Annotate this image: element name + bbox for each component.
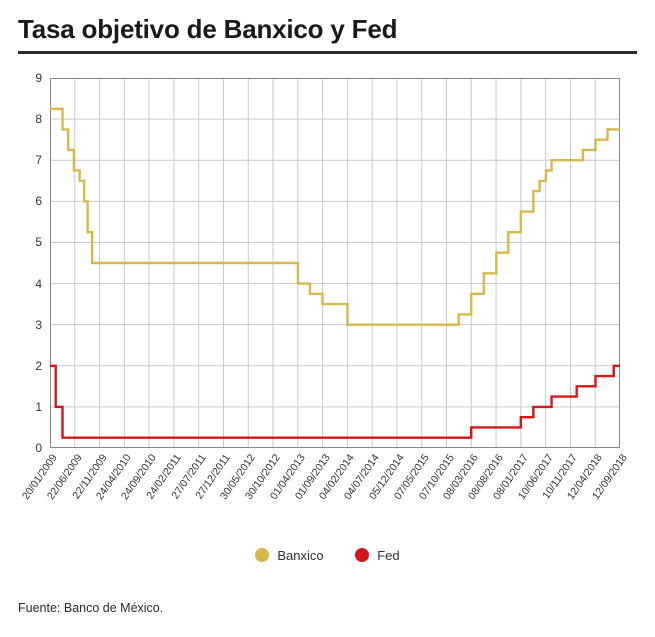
y-tick-label: 0 <box>35 441 42 455</box>
y-tick-label: 4 <box>35 277 42 291</box>
x-axis: 20/01/200922/06/200922/11/200924/04/2010… <box>50 452 620 512</box>
y-tick-label: 8 <box>35 112 42 126</box>
chart-plot <box>50 78 620 448</box>
y-tick-label: 1 <box>35 400 42 414</box>
legend: Banxico Fed <box>0 548 655 566</box>
legend-label-banxico: Banxico <box>277 548 323 563</box>
y-axis: 0123456789 <box>18 78 46 448</box>
chart-area: 0 1 2 3 4 5 6 7 8 9 20/01/200922/06/200922/11/200… <box>18 68 628 518</box>
y-tick-label: 6 <box>35 194 42 208</box>
chart-title: Tasa objetivo de Banxico y Fed <box>18 14 637 45</box>
swatch-banxico <box>255 548 269 562</box>
swatch-fed <box>355 548 369 562</box>
y-tick-label: 9 <box>35 71 42 85</box>
legend-label-fed: Fed <box>377 548 399 563</box>
title-rule <box>18 51 637 54</box>
y-tick-label: 3 <box>35 318 42 332</box>
chart-container: Tasa objetivo de Banxico y Fed 0 1 2 3 4 5 6 7 8… <box>0 0 655 637</box>
y-tick-label: 5 <box>35 235 42 249</box>
y-tick-label: 2 <box>35 359 42 373</box>
y-tick-label: 7 <box>35 153 42 167</box>
source-text: Fuente: Banco de México. <box>18 601 163 615</box>
legend-item-banxico: Banxico <box>255 548 323 563</box>
legend-item-fed: Fed <box>355 548 399 563</box>
